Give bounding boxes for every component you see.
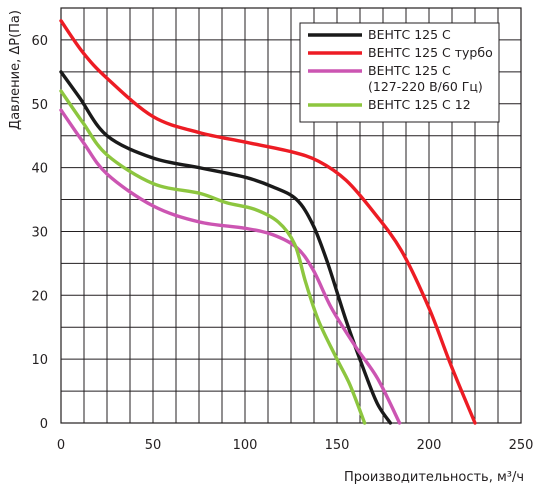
curves (59, 19, 477, 425)
y-tick-label: 50 (31, 98, 48, 113)
x-tick-label: 250 (509, 438, 534, 453)
legend-label: ВЕНТС 125 С (368, 27, 451, 42)
y-tick-label: 10 (31, 353, 48, 368)
x-axis-label: Производительность, м³/ч (344, 470, 524, 485)
y-tick-label: 30 (31, 225, 48, 240)
series-line-vents-125-s-60hz (59, 108, 402, 425)
y-tick-label: 0 (40, 417, 48, 432)
series-line-vents-125-s (59, 70, 393, 425)
x-tick-label: 0 (57, 438, 65, 453)
y-axis-label: Давление, ΔP(Па) (8, 10, 23, 130)
x-tick-label: 200 (417, 438, 442, 453)
y-tick-label: 20 (31, 289, 48, 304)
x-tick-label: 50 (145, 438, 162, 453)
legend-label: (127-220 В/60 Гц) (368, 79, 483, 94)
y-tick-label: 40 (31, 162, 48, 177)
y-tick-label: 60 (31, 34, 48, 49)
legend-label: ВЕНТС 125 С 12 (368, 97, 471, 112)
legend-label: ВЕНТС 125 С турбо (368, 45, 493, 60)
series-line-vents-125-s-turbo (59, 19, 477, 425)
legend-label: ВЕНТС 125 С (368, 63, 451, 78)
tick-labels: 0 50 100 150 200 250 0 10 20 30 40 50 60 (31, 34, 533, 453)
plot-frame (60, 7, 522, 424)
x-tick-label: 100 (233, 438, 258, 453)
x-tick-label: 150 (325, 438, 350, 453)
series-line-vents-125-s-12 (59, 89, 367, 425)
